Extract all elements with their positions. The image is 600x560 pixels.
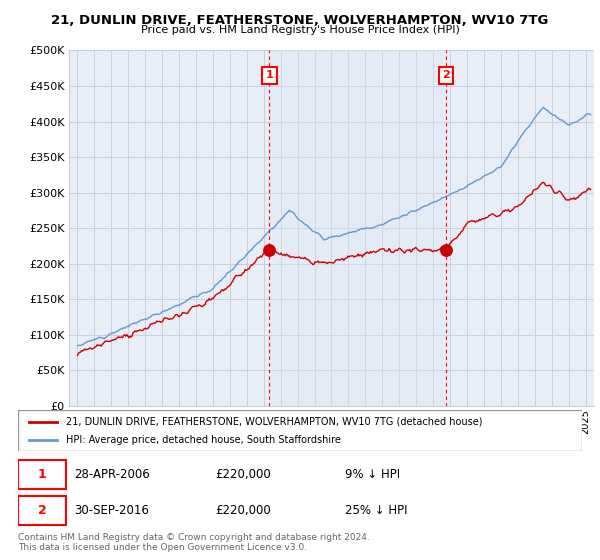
Text: 25% ↓ HPI: 25% ↓ HPI	[345, 504, 407, 517]
Point	[441, 245, 451, 254]
Text: HPI: Average price, detached house, South Staffordshire: HPI: Average price, detached house, Sout…	[66, 435, 341, 445]
Text: £220,000: £220,000	[215, 504, 271, 517]
Text: 21, DUNLIN DRIVE, FEATHERSTONE, WOLVERHAMPTON, WV10 7TG: 21, DUNLIN DRIVE, FEATHERSTONE, WOLVERHA…	[52, 14, 548, 27]
Point	[265, 245, 274, 254]
FancyBboxPatch shape	[18, 410, 582, 451]
FancyBboxPatch shape	[18, 496, 66, 525]
Text: 1: 1	[38, 468, 47, 481]
Text: 9% ↓ HPI: 9% ↓ HPI	[345, 468, 400, 481]
Text: This data is licensed under the Open Government Licence v3.0.: This data is licensed under the Open Gov…	[18, 543, 307, 552]
Text: 2: 2	[38, 504, 47, 517]
Text: 30-SEP-2016: 30-SEP-2016	[74, 504, 149, 517]
Text: Price paid vs. HM Land Registry's House Price Index (HPI): Price paid vs. HM Land Registry's House …	[140, 25, 460, 35]
Text: 1: 1	[265, 71, 273, 80]
FancyBboxPatch shape	[18, 460, 66, 489]
Text: 21, DUNLIN DRIVE, FEATHERSTONE, WOLVERHAMPTON, WV10 7TG (detached house): 21, DUNLIN DRIVE, FEATHERSTONE, WOLVERHA…	[66, 417, 482, 427]
Text: £220,000: £220,000	[215, 468, 271, 481]
Bar	[269, 50, 446, 406]
Text: 2: 2	[442, 71, 449, 80]
Text: Contains HM Land Registry data © Crown copyright and database right 2024.: Contains HM Land Registry data © Crown c…	[18, 533, 370, 542]
Text: 28-APR-2006: 28-APR-2006	[74, 468, 150, 481]
